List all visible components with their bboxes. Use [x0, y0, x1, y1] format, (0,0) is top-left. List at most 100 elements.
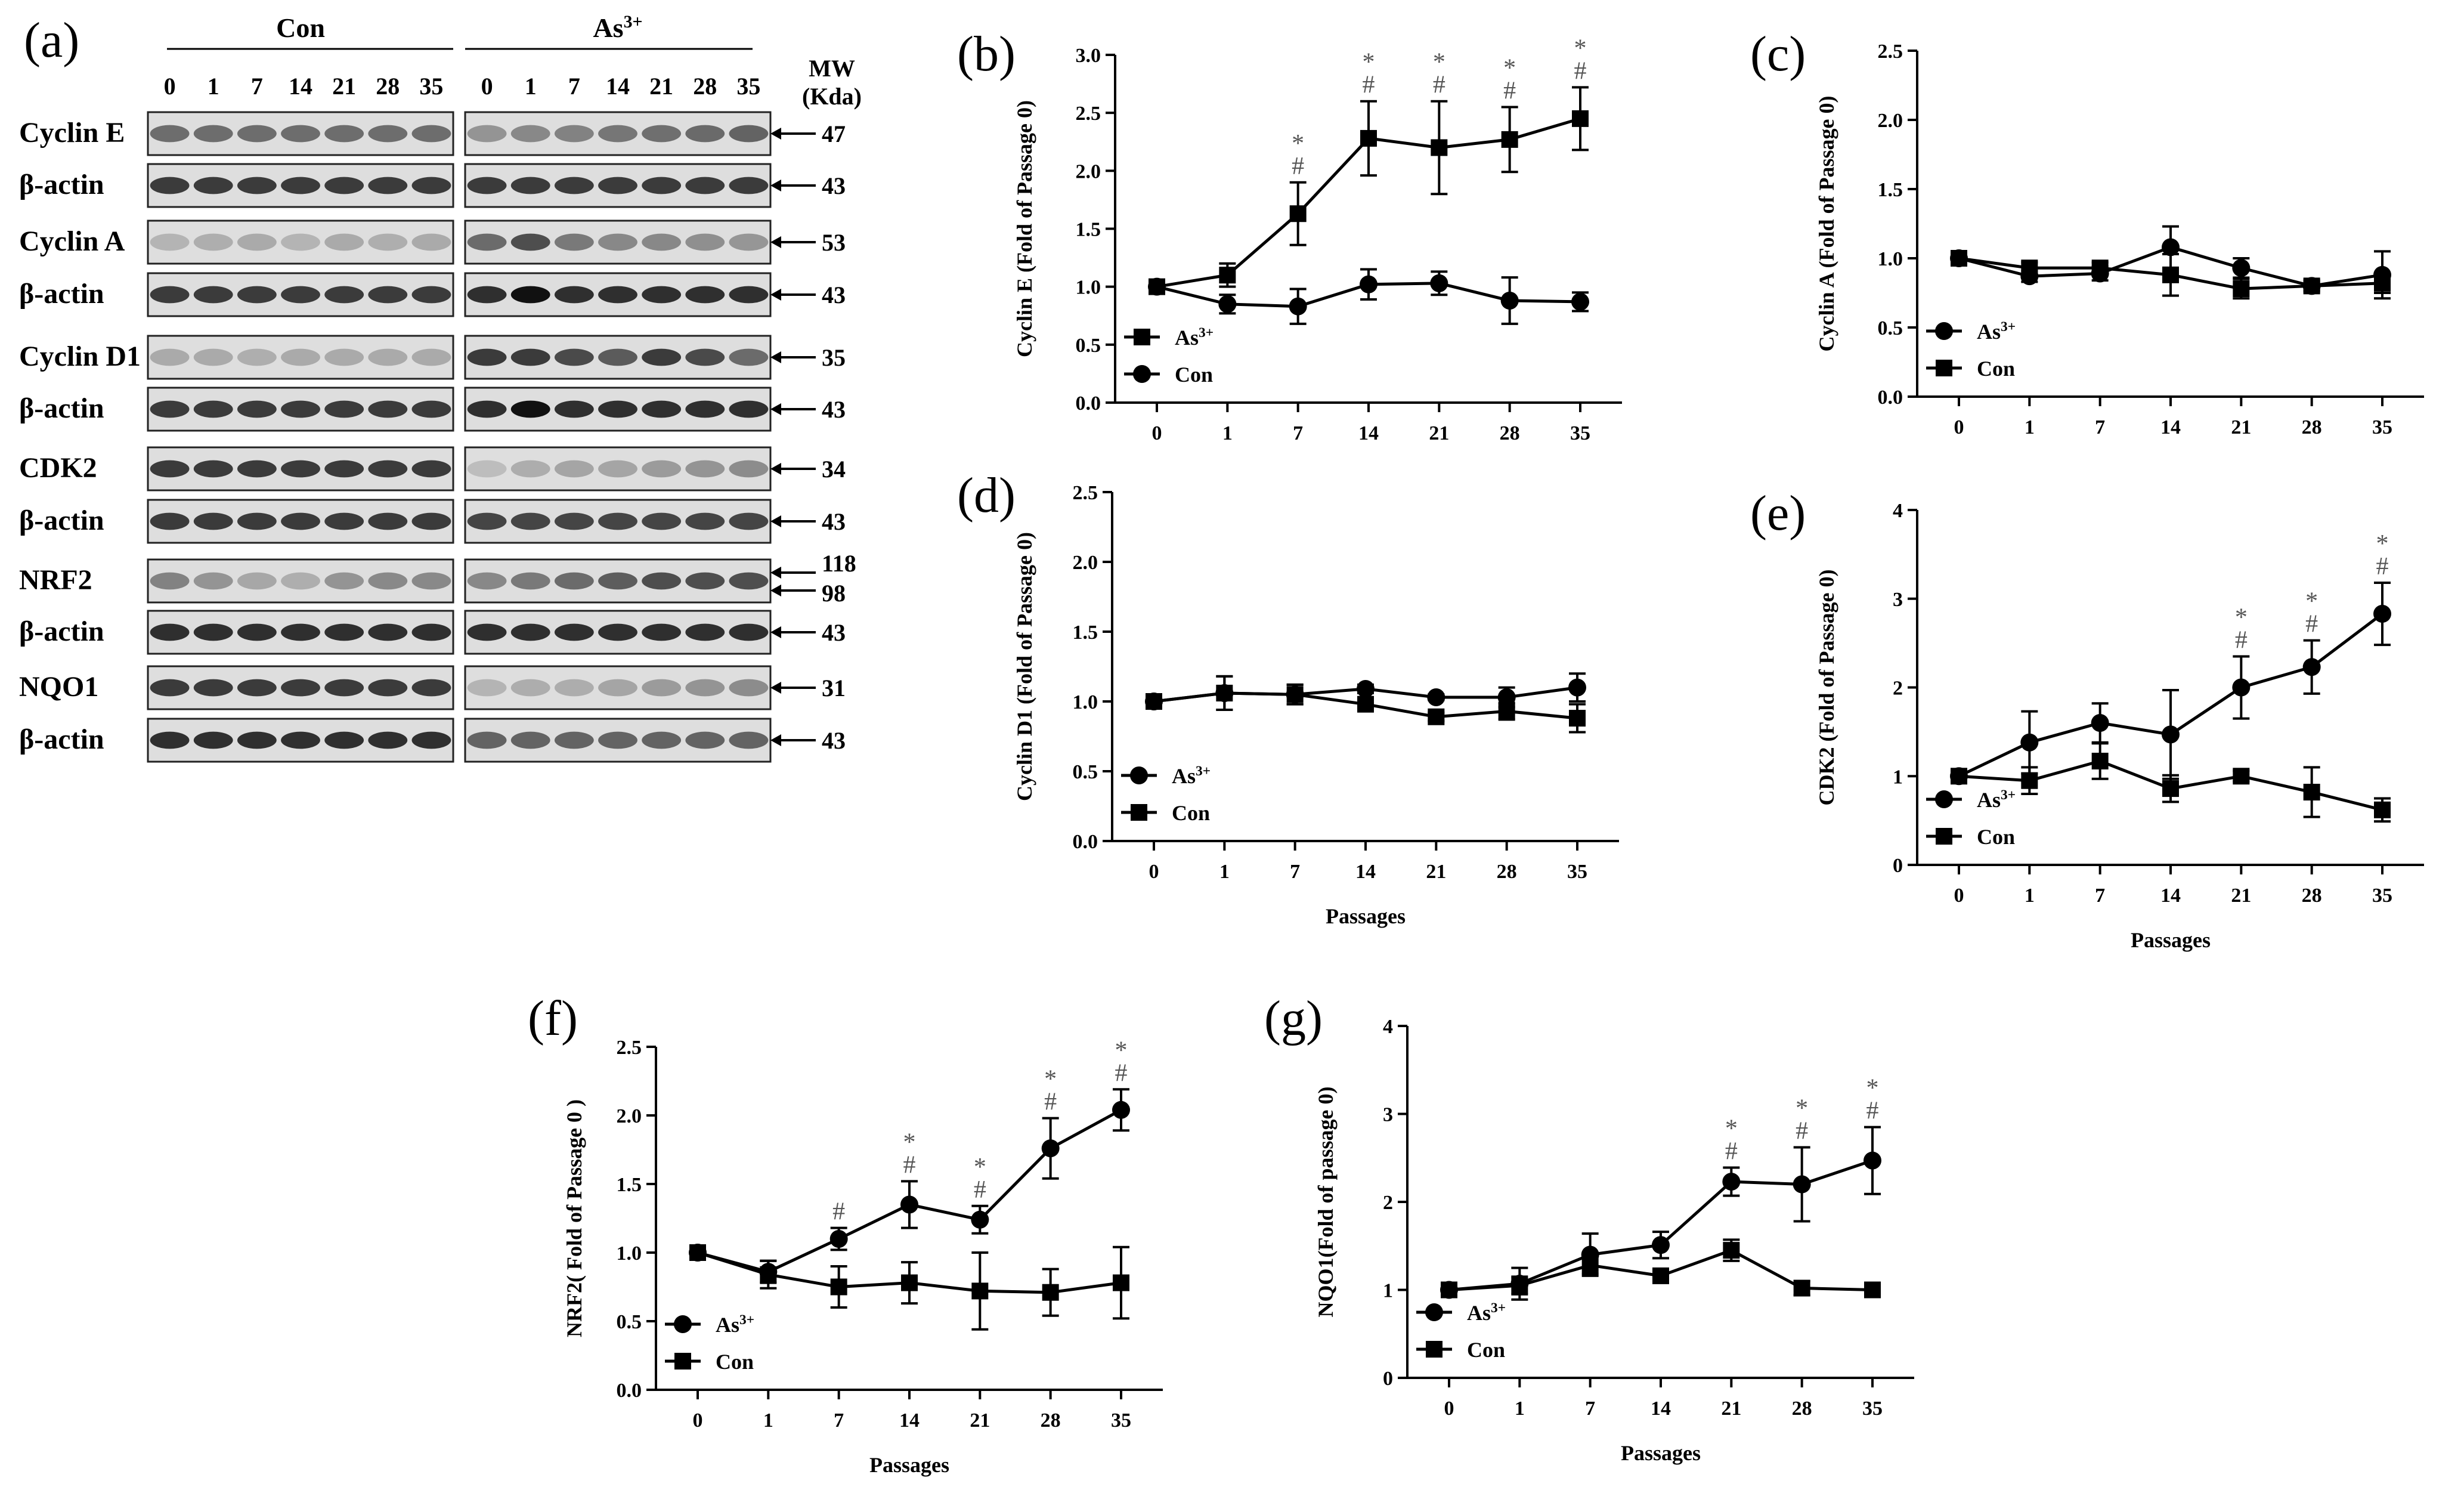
band: [467, 348, 507, 366]
mw-label: 47: [822, 120, 846, 147]
panel-letter: (f): [528, 991, 578, 1046]
data-point: [1286, 686, 1304, 703]
band: [729, 572, 769, 590]
band: [554, 177, 594, 194]
band: [368, 286, 408, 304]
data-point: [1441, 1281, 1457, 1299]
mw-header: MW: [809, 55, 855, 82]
chart-panel: (d) 0.0 0.5 1.0 1.5 2.0 2.5 0 1 7 14 21 28 35 Cyclin D…: [957, 468, 1619, 928]
blot-label: Cyclin E: [19, 117, 125, 149]
sig-hash: #: [1115, 1059, 1128, 1087]
mw-label: 53: [822, 229, 846, 256]
band: [193, 623, 233, 641]
data-point: [1427, 688, 1445, 706]
y-tick-label: 1: [1383, 1280, 1393, 1302]
y-tick-label: 0.5: [1878, 317, 1903, 339]
sig-hash: #: [1433, 72, 1445, 99]
band: [467, 679, 507, 697]
band: [554, 460, 594, 478]
blot-strip-as: [464, 665, 772, 710]
blot-label: β-actin: [19, 724, 104, 755]
mw-arrowhead: [770, 734, 781, 746]
data-point: [2162, 238, 2180, 256]
blot-label: NQO1: [19, 671, 98, 703]
band: [237, 512, 277, 530]
band: [150, 731, 190, 749]
x-tick-label: 7: [834, 1409, 844, 1432]
band: [642, 400, 682, 418]
data-point: [1511, 1277, 1528, 1294]
band: [324, 400, 364, 418]
band: [729, 348, 769, 366]
y-tick-label: 0.5: [1076, 335, 1101, 357]
band: [237, 348, 277, 366]
sig-star: *: [1503, 54, 1516, 82]
band: [193, 233, 233, 251]
legend-label-base: As: [1175, 326, 1199, 350]
lane-label-con: 21: [332, 73, 356, 100]
sig-hash: #: [1292, 153, 1304, 180]
data-point: [2162, 780, 2179, 797]
band: [598, 348, 637, 366]
band: [411, 348, 451, 366]
data-point: [1218, 295, 1237, 313]
y-tick-label: 2.5: [617, 1037, 642, 1059]
chart-panel: (e) 0 1 2 3 4 0 1 7 14 21 28 35 CDK2 (Fold of Passage…: [1750, 486, 2424, 952]
band: [237, 572, 277, 590]
band: [510, 348, 550, 366]
band: [368, 233, 408, 251]
band: [193, 512, 233, 530]
band: [324, 731, 364, 749]
mw-arrowhead: [770, 403, 781, 415]
data-point: [1951, 250, 1967, 267]
y-tick-label: 2.0: [617, 1105, 642, 1127]
data-point: [1216, 684, 1233, 701]
data-point: [901, 1274, 918, 1291]
band: [324, 286, 364, 304]
significance-mark: #*: [1363, 49, 1375, 99]
y-tick-label: 0.0: [1073, 831, 1098, 853]
band: [685, 177, 725, 194]
band: [368, 679, 408, 697]
band: [411, 125, 451, 143]
band: [368, 512, 408, 530]
data-point: [1289, 205, 1307, 222]
legend-marker: [1133, 365, 1151, 383]
data-point: [2091, 752, 2109, 769]
band: [729, 286, 769, 304]
x-tick-label: 0: [693, 1409, 703, 1432]
data-point: [2233, 280, 2250, 298]
band: [324, 512, 364, 530]
band: [685, 623, 725, 641]
band: [150, 286, 190, 304]
sig-hash: #: [1725, 1137, 1738, 1165]
band: [411, 623, 451, 641]
significance-mark: #*: [2376, 530, 2389, 580]
sig-hash: #: [2376, 553, 2389, 580]
band: [467, 623, 507, 641]
x-tick-label: 14: [2160, 416, 2181, 438]
legend-label-sup: 3+: [1199, 325, 1214, 341]
y-axis-title: NQO1(Fold of passage 0): [1314, 1087, 1338, 1318]
x-tick-label: 28: [1041, 1409, 1061, 1432]
x-tick-label: 28: [1497, 861, 1517, 883]
mw-label: 34: [822, 456, 846, 483]
data-point: [1219, 267, 1236, 284]
band: [510, 679, 550, 697]
band: [467, 572, 507, 590]
panel-letter: (c): [1750, 26, 1806, 82]
lane-label-as: 7: [568, 73, 580, 100]
band: [237, 286, 277, 304]
y-tick-label: 3: [1383, 1104, 1393, 1126]
band: [598, 623, 637, 641]
significance-mark: #*: [1503, 54, 1516, 104]
sig-star: *: [1363, 49, 1375, 76]
data-point: [829, 1230, 848, 1248]
band: [193, 177, 233, 194]
band: [150, 572, 190, 590]
band: [281, 177, 320, 194]
band: [368, 572, 408, 590]
mw-label: 43: [822, 172, 846, 199]
y-tick-label: 2.5: [1878, 41, 1903, 63]
